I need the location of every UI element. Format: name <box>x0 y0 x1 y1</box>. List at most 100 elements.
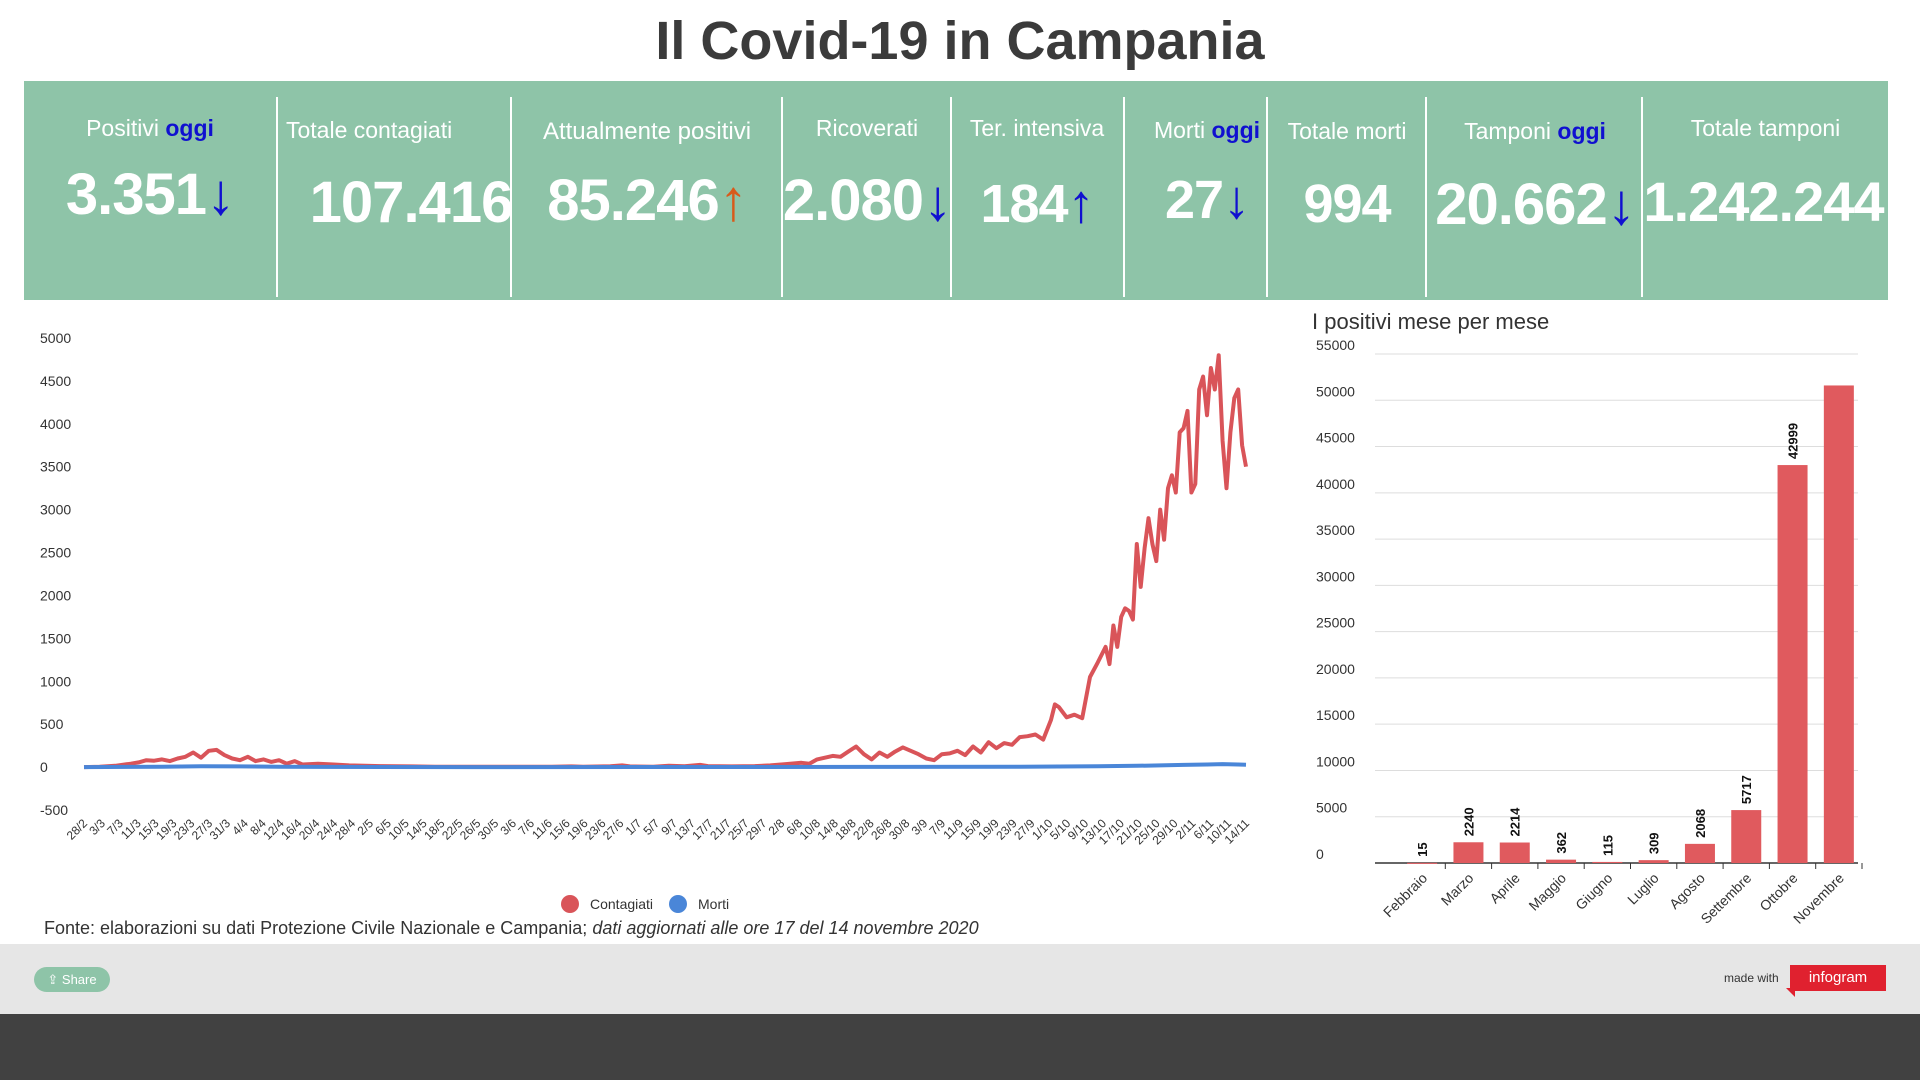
arrow-up-icon: ↑ <box>718 168 748 233</box>
bar <box>1731 810 1762 863</box>
bottom-bar <box>0 1014 1920 1080</box>
x-tick-label: Settembre <box>1697 870 1754 927</box>
share-label: Share <box>61 972 97 987</box>
stat-attualmente-positivi: Attualmente positivi 85.246↑ <box>512 81 782 300</box>
bar-data-label: 115 <box>1600 835 1615 856</box>
y-tick-label: -500 <box>40 802 68 818</box>
share-icon: ⇪ <box>47 972 62 987</box>
y-tick-label: 2000 <box>40 587 71 603</box>
stat-value: 20.662 <box>1435 172 1607 237</box>
legend-marker <box>561 895 579 913</box>
divider <box>276 97 278 297</box>
y-tick-label: 4000 <box>40 416 71 432</box>
stat-label: Totale contagiati <box>286 117 453 143</box>
bar <box>1499 842 1530 863</box>
stat-value: 2.080 <box>782 168 924 233</box>
y-tick-label: 55000 <box>1316 337 1355 353</box>
bar <box>1592 861 1623 863</box>
stat-totale-contagiati: Totale contagiati 107.416 <box>278 81 534 300</box>
y-tick-label: 0 <box>40 759 48 775</box>
stat-tamponi-oggi: Tamponi oggi 20.662↓ <box>1427 81 1643 300</box>
stat-label: Totale tamponi <box>1690 115 1841 141</box>
bar-data-label: 2240 <box>1461 807 1476 836</box>
stats-panel: Positivi oggi 3.351↓ Totale contagiati 1… <box>24 81 1888 300</box>
divider <box>510 97 512 297</box>
x-tick-label: Marzo <box>1438 870 1477 909</box>
x-tick-label: Novembre <box>1790 870 1847 927</box>
bar-chart-title: I positivi mese per mese <box>1312 309 1549 334</box>
bar <box>1407 862 1438 864</box>
y-tick-label: 50000 <box>1316 383 1355 399</box>
y-tick-label: 20000 <box>1316 661 1355 677</box>
stat-totale-morti: Totale morti 994 <box>1268 81 1426 300</box>
x-tick-label: Luglio <box>1624 870 1662 908</box>
stat-positivi-oggi: Positivi oggi 3.351↓ <box>24 81 276 300</box>
stat-label: Tamponi <box>1464 118 1551 144</box>
stat-terapia-intensiva: Ter. intensiva 184↑ <box>952 81 1122 300</box>
share-button[interactable]: ⇪ Share <box>34 967 110 992</box>
bar-data-label: 15 <box>1415 842 1430 856</box>
stat-value: 3.351 <box>65 162 207 227</box>
y-tick-label: 15000 <box>1316 707 1355 723</box>
stat-value: 27 <box>1164 170 1224 230</box>
x-tick-label: Febbraio <box>1380 870 1431 921</box>
x-tick-label: Aprile <box>1486 870 1523 907</box>
bar <box>1777 465 1808 863</box>
y-tick-label: 5000 <box>40 330 71 346</box>
y-tick-label: 35000 <box>1316 522 1355 538</box>
source-update-note: dati aggiornati alle ore 17 del 14 novem… <box>592 918 979 938</box>
stat-value: 107.416 <box>309 170 514 235</box>
bar-data-label: 362 <box>1554 832 1569 854</box>
daily-cases-line-chart: 5000450040003500300025002000150010005000… <box>40 330 1252 913</box>
bar-data-label: 2214 <box>1508 807 1523 837</box>
made-with-label: made with <box>1724 971 1779 985</box>
y-tick-label: 10000 <box>1316 753 1355 769</box>
stat-label: Ricoverati <box>815 115 919 141</box>
stat-highlight: oggi <box>1557 118 1606 144</box>
x-tick-label: Ottobre <box>1756 870 1800 914</box>
divider <box>1425 97 1427 297</box>
divider <box>1266 97 1268 297</box>
y-tick-label: 30000 <box>1316 568 1355 584</box>
y-tick-label: 1000 <box>40 673 71 689</box>
stat-ricoverati: Ricoverati 2.080↓ <box>782 81 952 300</box>
y-tick-label: 5000 <box>1316 800 1347 816</box>
stat-value: 85.246 <box>547 168 719 233</box>
bar <box>1638 860 1669 863</box>
divider <box>781 97 783 297</box>
stat-label: Totale morti <box>1287 118 1407 144</box>
y-tick-label: 1500 <box>40 630 71 646</box>
page-title: Il Covid-19 in Campania <box>655 11 1265 71</box>
divider <box>950 97 952 297</box>
y-tick-label: 3000 <box>40 502 71 518</box>
x-tick-label: Giugno <box>1572 870 1615 913</box>
bar <box>1453 842 1484 863</box>
stat-label: Positivi <box>86 115 159 141</box>
source-text: Fonte: elaborazioni su dati Protezione C… <box>44 918 593 938</box>
stat-value: 1.242.244 <box>1643 170 1884 233</box>
series-line-morti <box>83 762 1247 770</box>
arrow-up-icon: ↑ <box>1067 174 1095 234</box>
divider <box>1123 97 1125 297</box>
stat-highlight: oggi <box>1211 117 1261 143</box>
stat-highlight: oggi <box>165 115 214 141</box>
y-tick-label: 45000 <box>1316 430 1355 446</box>
bar <box>1546 859 1577 863</box>
y-tick-label: 4500 <box>40 373 71 389</box>
legend-label: Contagiati <box>590 896 653 912</box>
y-tick-label: 0 <box>1316 846 1324 862</box>
monthly-positives-bar-chart: I positivi mese per mese5500050000450004… <box>1312 309 1863 927</box>
infogram-logo-tail <box>1786 988 1795 997</box>
bar <box>1684 843 1715 863</box>
arrow-down-icon: ↓ <box>1606 172 1636 237</box>
stat-value: 994 <box>1303 174 1391 234</box>
stat-value: 184 <box>980 174 1068 234</box>
legend-marker <box>669 895 687 913</box>
source-note: Fonte: elaborazioni su dati Protezione C… <box>44 918 979 939</box>
divider <box>1641 97 1643 297</box>
arrow-down-icon: ↓ <box>923 168 952 233</box>
stat-label: Attualmente positivi <box>542 118 752 145</box>
legend-label: Morti <box>698 896 729 912</box>
infogram-logo[interactable]: infogram <box>1790 965 1886 991</box>
stat-label: Morti <box>1153 117 1206 143</box>
